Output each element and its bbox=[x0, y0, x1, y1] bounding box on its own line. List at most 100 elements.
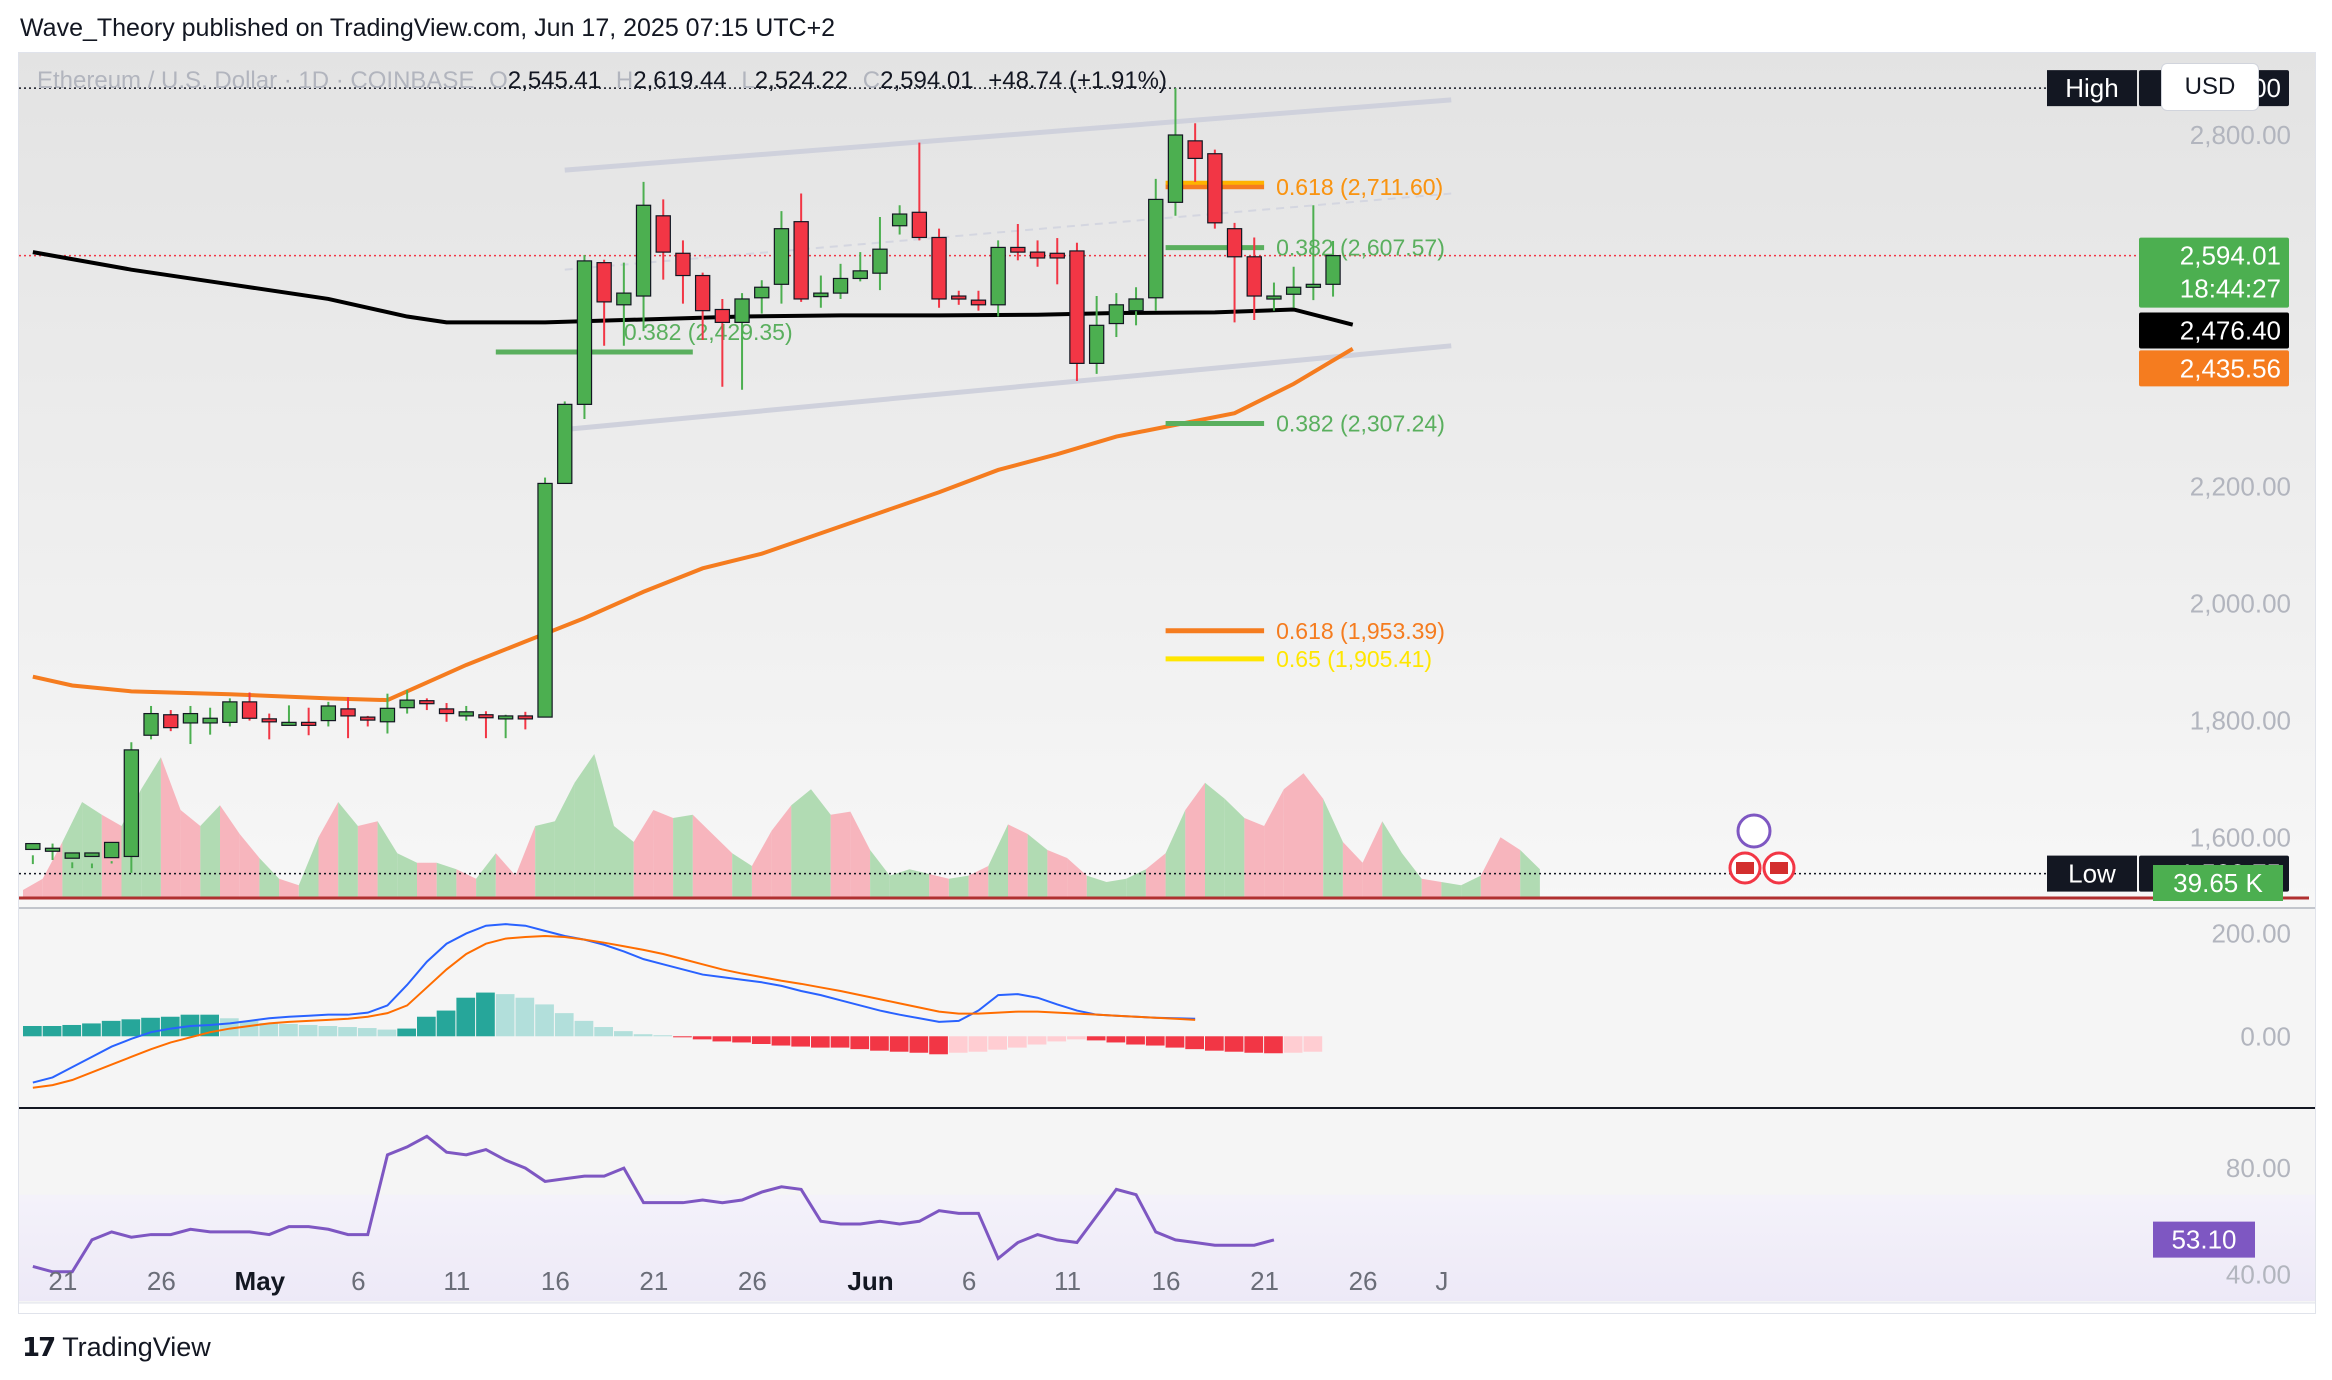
candle-body[interactable] bbox=[163, 714, 179, 729]
candle-body[interactable] bbox=[773, 228, 790, 285]
volume-area bbox=[279, 878, 299, 898]
candle-body[interactable] bbox=[931, 236, 947, 300]
candle-body[interactable] bbox=[1305, 283, 1322, 288]
candle-body[interactable] bbox=[1226, 228, 1243, 258]
candle-body[interactable] bbox=[44, 847, 61, 852]
candle-body[interactable] bbox=[951, 295, 967, 300]
volume-area bbox=[23, 878, 43, 898]
currency-button[interactable]: USD bbox=[2161, 63, 2259, 111]
candle-body[interactable] bbox=[1207, 153, 1223, 224]
candle-body[interactable] bbox=[1049, 252, 1065, 259]
chart-frame[interactable]: 0.618 (2,711.60) 0.382 (2,607.57) 0.382 (2… bbox=[18, 52, 2316, 1314]
candle-body[interactable] bbox=[1148, 198, 1164, 299]
candle-body[interactable] bbox=[64, 852, 80, 859]
volume-area bbox=[456, 869, 477, 898]
volume-area bbox=[1323, 798, 1343, 898]
candle-body[interactable] bbox=[655, 215, 671, 253]
candle-body[interactable] bbox=[576, 260, 593, 405]
candle-body[interactable] bbox=[793, 221, 809, 300]
candle-body[interactable] bbox=[103, 841, 120, 859]
candle-body[interactable] bbox=[419, 700, 435, 705]
candle-body[interactable] bbox=[911, 211, 928, 239]
earnings-event-icon[interactable] bbox=[1736, 813, 1772, 849]
candle-body[interactable] bbox=[1187, 140, 1203, 160]
candle-body[interactable] bbox=[84, 852, 100, 858]
candle-body[interactable] bbox=[754, 286, 770, 299]
candle-body[interactable] bbox=[300, 721, 317, 726]
candle-body[interactable] bbox=[438, 708, 455, 715]
candle-body[interactable] bbox=[1010, 246, 1026, 253]
candle-body[interactable] bbox=[360, 716, 376, 721]
candle-body[interactable] bbox=[734, 298, 750, 323]
volume-area bbox=[436, 862, 457, 898]
candle-body[interactable] bbox=[616, 292, 632, 306]
chart-canvas[interactable]: 0.618 (2,711.60) 0.382 (2,607.57) 0.382 (2… bbox=[19, 53, 2315, 1313]
us-flag-event-icon bbox=[1736, 862, 1754, 874]
candle-body[interactable] bbox=[497, 715, 514, 720]
volume-area bbox=[397, 853, 417, 898]
volume-area bbox=[1303, 773, 1324, 898]
candle-body[interactable] bbox=[1325, 255, 1341, 285]
candle-body[interactable] bbox=[537, 482, 553, 718]
candle-body[interactable] bbox=[379, 707, 396, 723]
candle-body[interactable] bbox=[675, 252, 691, 277]
candle-body[interactable] bbox=[990, 246, 1006, 306]
candle-body[interactable] bbox=[458, 711, 474, 717]
candle-body[interactable] bbox=[222, 701, 238, 723]
macd-histogram-bar bbox=[82, 1023, 101, 1037]
candle-body[interactable] bbox=[399, 699, 415, 709]
candle-body[interactable] bbox=[1088, 324, 1105, 364]
candle-body[interactable] bbox=[1108, 304, 1125, 325]
candle-body[interactable] bbox=[970, 299, 987, 306]
candle-body[interactable] bbox=[1128, 298, 1144, 312]
candle-body[interactable] bbox=[143, 712, 159, 736]
candle-body[interactable] bbox=[340, 708, 356, 717]
candle-body[interactable] bbox=[478, 714, 494, 719]
candle-body[interactable] bbox=[182, 712, 199, 724]
candle-body[interactable] bbox=[261, 718, 277, 723]
candle-body[interactable] bbox=[557, 403, 573, 485]
macd-histogram-bar bbox=[476, 992, 495, 1037]
candle-body[interactable] bbox=[1167, 134, 1184, 203]
candle-body[interactable] bbox=[517, 715, 534, 720]
last-price-tag-bg bbox=[2139, 237, 2289, 308]
volume-area bbox=[1244, 818, 1265, 898]
candle-body[interactable] bbox=[1069, 250, 1085, 364]
currency-label: USD bbox=[2184, 73, 2236, 100]
x-axis-tick: 11 bbox=[443, 1266, 470, 1296]
macd-histogram-bar bbox=[870, 1036, 889, 1051]
candle-body[interactable] bbox=[635, 204, 652, 297]
macd-signal-line bbox=[32, 934, 1196, 1089]
rsi-line bbox=[32, 1134, 1275, 1274]
candle-body[interactable] bbox=[1246, 256, 1262, 297]
candle-body[interactable] bbox=[1029, 251, 1046, 259]
candle-body[interactable] bbox=[596, 262, 612, 303]
candle-body[interactable] bbox=[1285, 286, 1302, 295]
candle-body[interactable] bbox=[832, 277, 849, 294]
candle-body[interactable] bbox=[320, 705, 337, 722]
candle-body[interactable] bbox=[281, 721, 297, 726]
candle-body[interactable] bbox=[241, 701, 258, 719]
candle-body[interactable] bbox=[202, 717, 218, 724]
candle-body[interactable] bbox=[813, 292, 829, 298]
candle-body[interactable] bbox=[852, 270, 868, 280]
candle-body[interactable] bbox=[694, 274, 711, 312]
candle-body[interactable] bbox=[123, 749, 140, 858]
candle-body[interactable] bbox=[25, 842, 41, 851]
macd-histogram-bar bbox=[1145, 1036, 1165, 1046]
volume-area bbox=[62, 802, 83, 898]
candle-body[interactable] bbox=[891, 213, 908, 227]
tradingview-logo-icon: 𝟭𝟳 bbox=[22, 1332, 56, 1362]
tradingview-logo[interactable]: 𝟭𝟳 TradingView bbox=[22, 1332, 211, 1363]
volume-area bbox=[200, 805, 220, 898]
open-value: 2,545.41 bbox=[507, 67, 602, 94]
candle-body[interactable] bbox=[1266, 295, 1282, 300]
volume-area bbox=[42, 842, 63, 898]
macd-pane-bg bbox=[19, 908, 2315, 1108]
channel-lower-line bbox=[564, 343, 1452, 433]
macd-histogram-bar bbox=[1086, 1036, 1106, 1041]
candle-body[interactable] bbox=[872, 248, 888, 274]
high-label-tag: High bbox=[2065, 73, 2118, 103]
candle-body[interactable] bbox=[714, 308, 731, 323]
macd-histogram-bar bbox=[929, 1036, 948, 1055]
